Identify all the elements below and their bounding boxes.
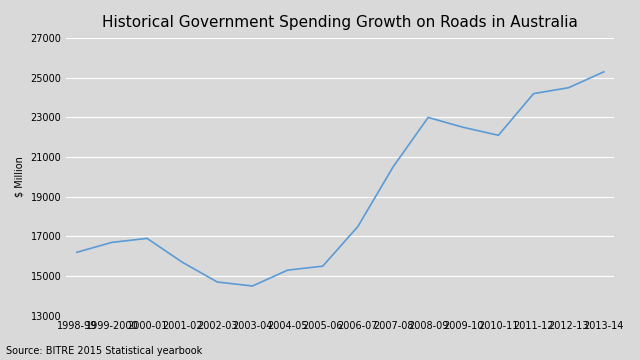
Text: Source: BITRE 2015 Statistical yearbook: Source: BITRE 2015 Statistical yearbook <box>6 346 203 356</box>
Title: Historical Government Spending Growth on Roads in Australia: Historical Government Spending Growth on… <box>102 15 579 30</box>
Y-axis label: $ Million: $ Million <box>15 157 25 197</box>
